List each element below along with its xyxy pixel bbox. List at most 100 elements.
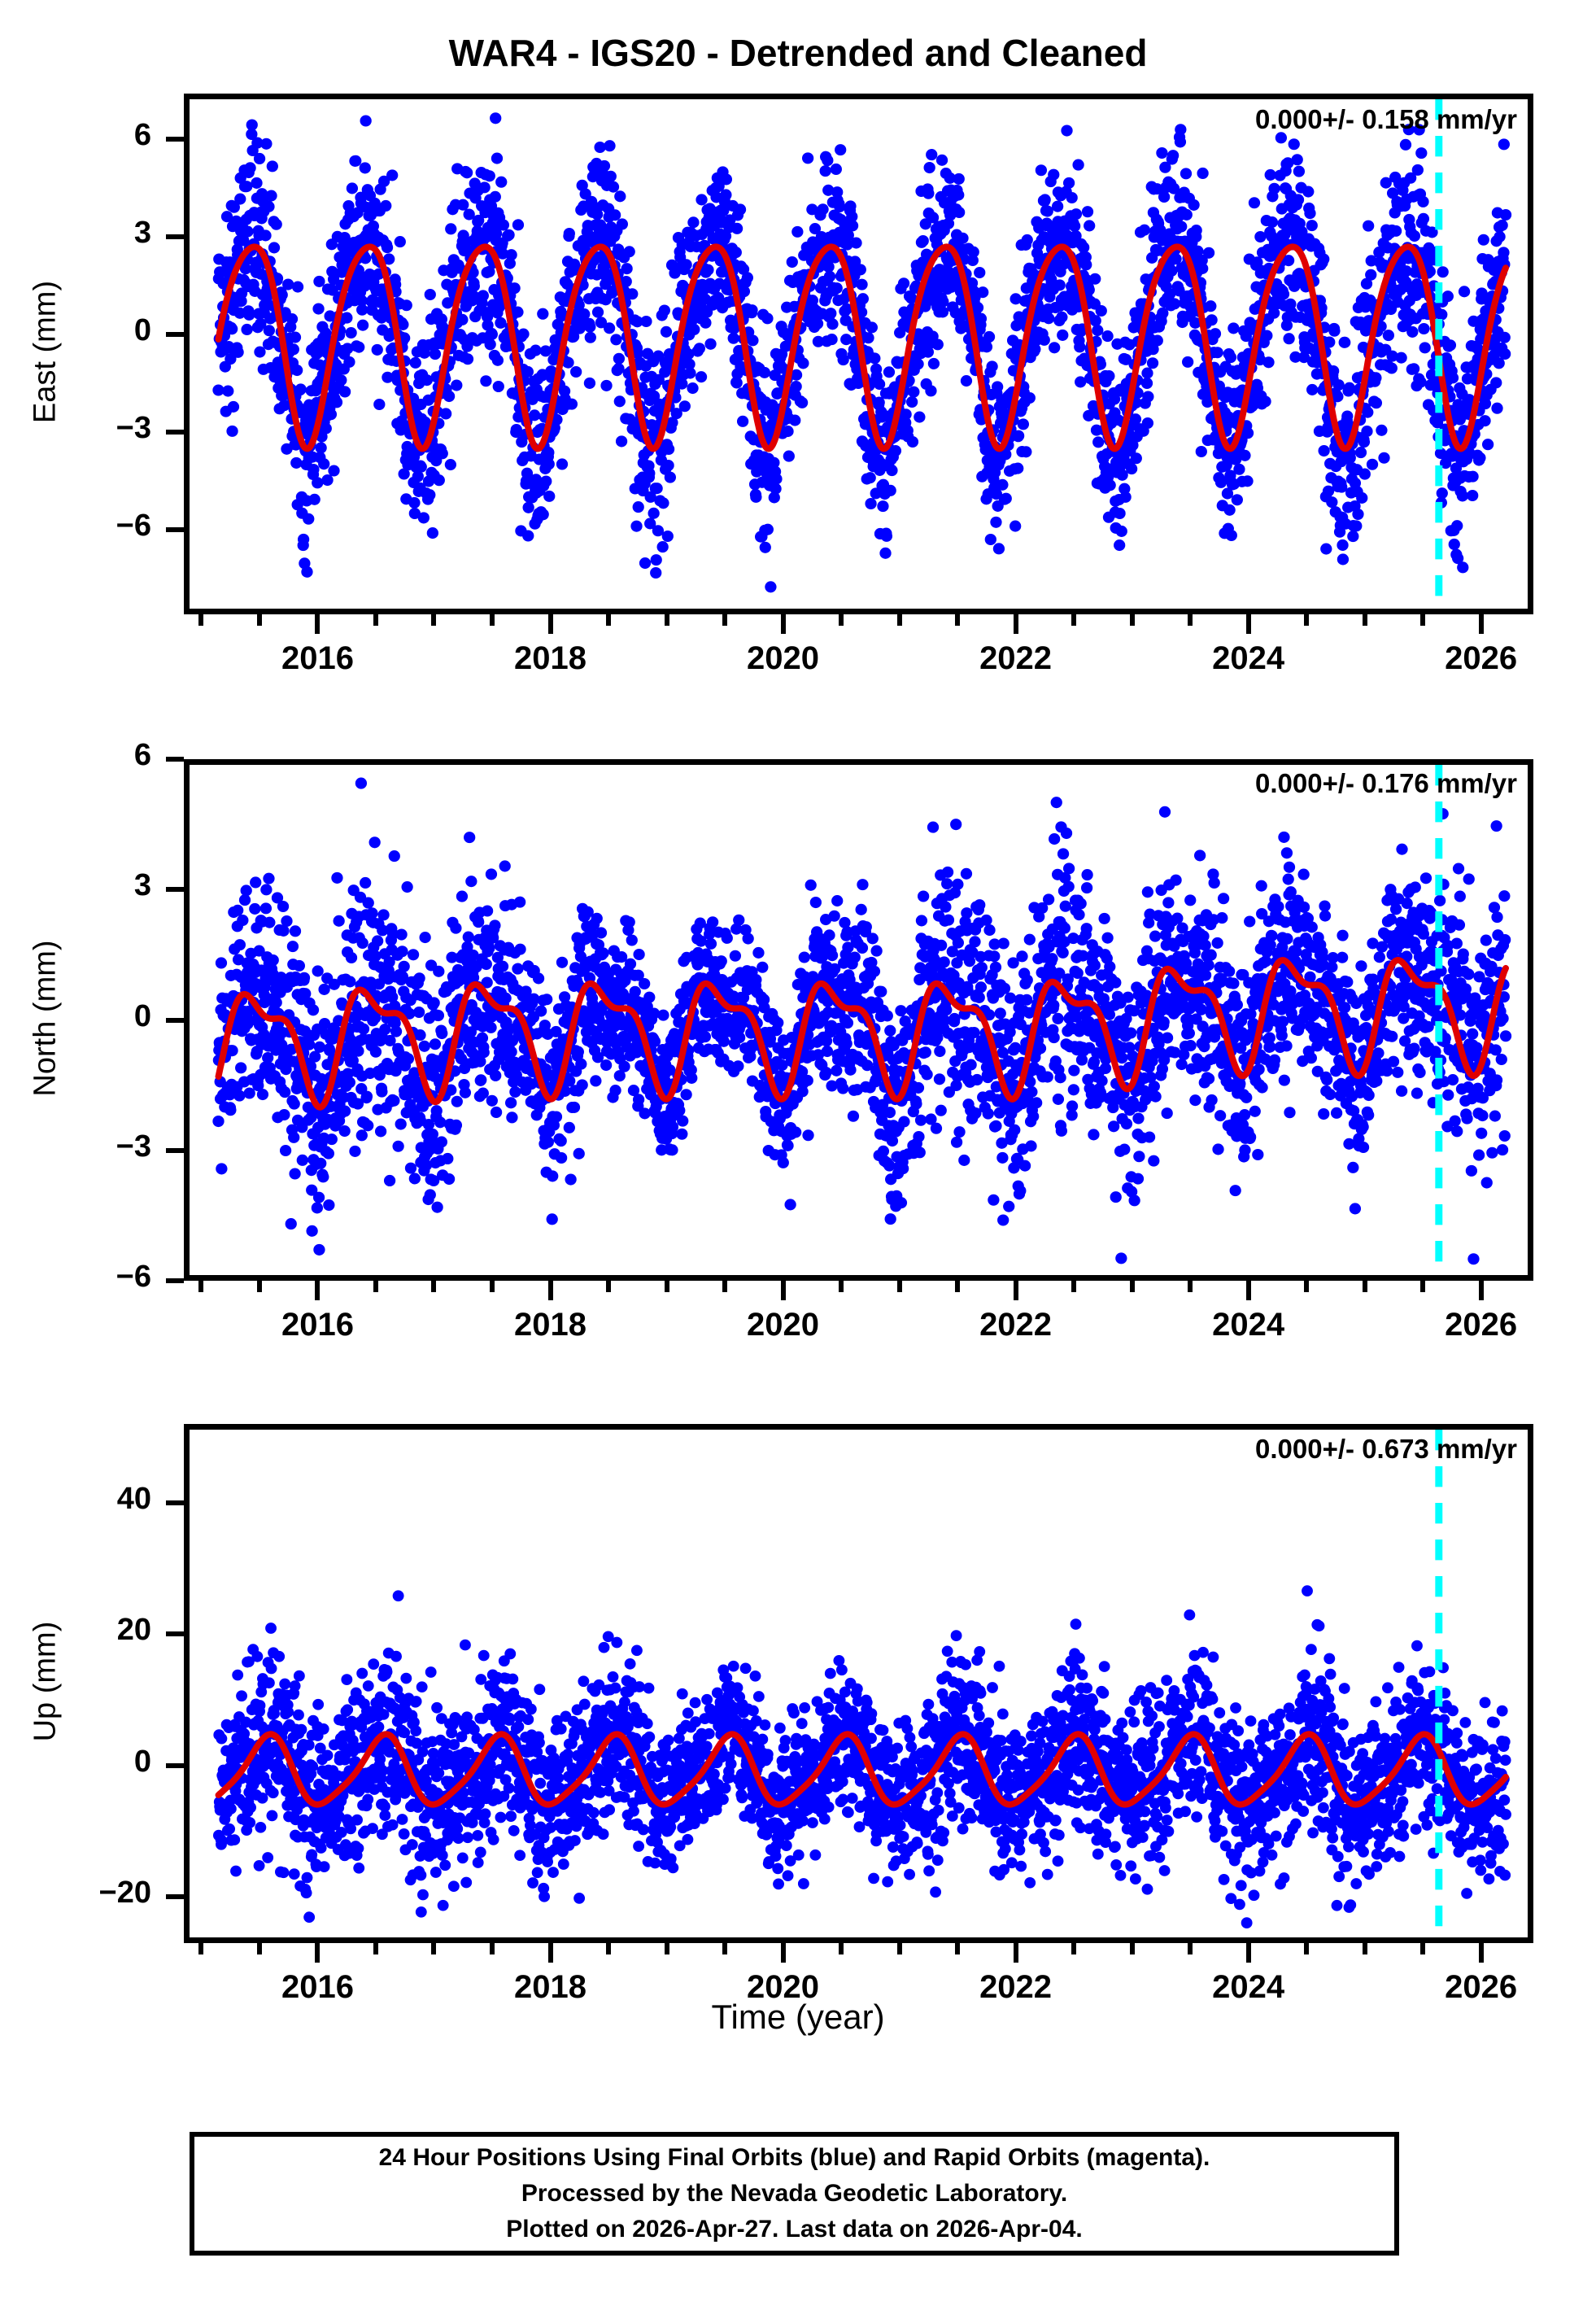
x-tick-mark-minor [373,1943,378,1954]
panel-north-frame [184,759,1533,1281]
x-tick-mark-minor [1362,1281,1367,1292]
y-tick-label: 0 [133,998,151,1033]
x-axis-label: Time (year) [711,1998,885,2036]
x-tick-label: 2022 [979,1969,1053,2005]
y-tick-label: −6 [116,509,151,543]
x-tick-mark-minor [489,1281,495,1292]
panel-north-plot [212,765,1512,1275]
x-tick-mark-minor [664,1281,669,1292]
x-tick-mark-minor [896,614,902,626]
x-tick-mark-major [1013,614,1018,634]
x-tick-label: 2024 [1212,1307,1285,1343]
x-tick-mark-minor [664,614,669,626]
x-tick-label: 2022 [979,640,1053,676]
y-tick-mark [166,887,184,893]
y-tick-mark [166,757,184,762]
x-tick-mark-minor [373,614,378,626]
x-tick-mark-major [1478,614,1484,634]
panel-up-frame [184,1424,1533,1943]
x-tick-mark-major [547,1943,553,1963]
x-tick-mark-minor [722,1281,728,1292]
x-tick-mark-major [1478,1943,1484,1963]
y-tick-label: 40 [116,1481,151,1516]
x-tick-label: 2020 [747,1969,820,2005]
x-tick-label: 2024 [1212,1969,1285,2005]
y-tick-mark [166,1894,184,1900]
x-tick-mark-minor [489,614,495,626]
panel-up [184,1424,1533,1943]
y-tick-label: −3 [116,1129,151,1164]
x-tick-mark-major [780,1281,786,1300]
x-tick-mark-minor [1420,1281,1426,1292]
footer-line-3: Plotted on 2026-Apr-27. Last data on 202… [506,2216,1083,2243]
x-tick-label: 2026 [1445,640,1518,676]
y-tick-label: −3 [116,411,151,445]
x-tick-mark-minor [1362,1943,1367,1954]
x-tick-mark-minor [722,1943,728,1954]
y-tick-mark [166,1147,184,1153]
x-tick-mark-minor [896,1281,902,1292]
x-tick-mark-minor [896,1943,902,1954]
y-tick-label: 6 [133,118,151,152]
x-tick-label: 2026 [1445,1307,1518,1343]
rate-annotation-north: 0.000+/- 0.176 mm/yr [1255,768,1517,798]
y-tick-label: −20 [98,1876,151,1911]
x-tick-label: 2016 [281,1307,354,1343]
page-title: WAR4 - IGS20 - Detrended and Cleaned [448,32,1148,74]
x-tick-mark-minor [1420,614,1426,626]
x-tick-mark-minor [955,1281,961,1292]
panel-east-frame [184,94,1533,614]
x-tick-mark-minor [489,1943,495,1954]
panel-east [184,94,1533,614]
x-tick-mark-minor [431,1943,437,1954]
x-tick-mark-minor [606,1281,611,1292]
x-tick-label: 2016 [281,640,354,676]
x-tick-mark-minor [1071,614,1077,626]
x-tick-label: 2016 [281,1969,354,2005]
x-tick-mark-major [547,614,553,634]
x-tick-mark-minor [1362,614,1367,626]
x-tick-mark-minor [606,614,611,626]
y-tick-label: 0 [133,1744,151,1779]
y-tick-label: 20 [116,1613,151,1648]
x-tick-mark-minor [664,1943,669,1954]
rate-annotation-up: 0.000+/- 0.673 mm/yr [1255,1434,1517,1464]
y-tick-mark [166,1278,184,1283]
footer-note-box: 24 Hour Positions Using Final Orbits (bl… [190,2132,1399,2256]
x-tick-label: 2024 [1212,640,1285,676]
x-tick-mark-minor [1071,1281,1077,1292]
x-tick-label: 2020 [747,1307,820,1343]
x-tick-mark-minor [1129,1281,1135,1292]
panel-north [184,759,1533,1281]
panel-up-plot [212,1430,1511,1937]
x-tick-label: 2018 [514,1969,587,2005]
x-tick-mark-minor [839,614,844,626]
x-tick-mark-minor [431,1281,437,1292]
x-tick-mark-minor [256,614,262,626]
x-tick-mark-minor [1071,1943,1077,1954]
y-tick-label: 3 [133,868,151,903]
x-tick-mark-major [315,1281,321,1300]
x-tick-mark-minor [955,614,961,626]
x-tick-mark-major [1013,1281,1018,1300]
y-tick-mark [166,527,184,532]
x-tick-mark-major [780,1943,786,1963]
x-tick-label: 2018 [514,1307,587,1343]
x-tick-label: 2020 [747,640,820,676]
footer-line-2: Processed by the Nevada Geodetic Laborat… [521,2180,1068,2207]
x-tick-mark-major [315,614,321,634]
x-tick-mark-minor [722,614,728,626]
y-tick-mark [166,1631,184,1637]
y-tick-mark [166,332,184,337]
y-tick-mark [166,1017,184,1023]
x-tick-mark-minor [1304,1281,1310,1292]
x-tick-label: 2022 [979,1307,1053,1343]
x-tick-mark-minor [1188,1281,1193,1292]
x-tick-mark-minor [1129,1943,1135,1954]
x-tick-mark-minor [256,1281,262,1292]
x-tick-mark-major [1013,1943,1018,1963]
x-tick-mark-minor [1304,1943,1310,1954]
y-tick-label: −6 [116,1260,151,1294]
x-tick-mark-minor [839,1943,844,1954]
